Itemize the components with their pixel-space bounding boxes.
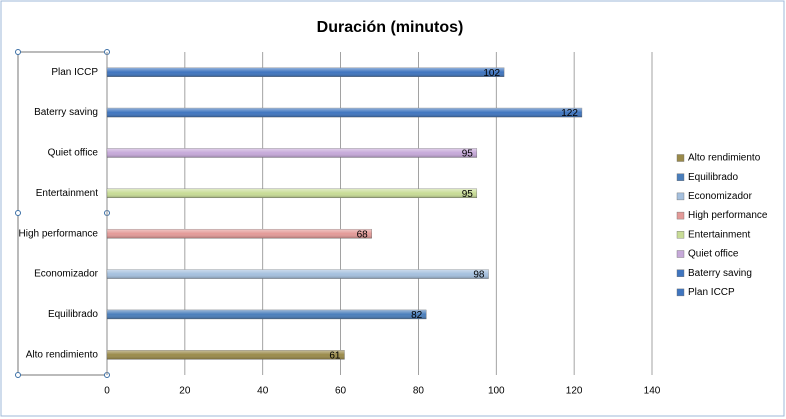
x-tick-label: 100 xyxy=(488,386,505,397)
x-tick-label: 140 xyxy=(644,386,661,397)
legend-swatch xyxy=(676,173,685,181)
legend-label: Baterry saving xyxy=(688,268,752,279)
bar-shine xyxy=(107,309,427,319)
y-tick-label: High performance xyxy=(19,228,99,239)
bar-shine xyxy=(107,148,477,158)
legend-label: Quiet office xyxy=(688,249,739,260)
y-tick-label: Quiet office xyxy=(48,148,99,159)
x-tick-label: 120 xyxy=(566,386,583,397)
value-label: 98 xyxy=(473,270,485,281)
y-tick-label: Economizador xyxy=(34,269,99,280)
legend-label: High performance xyxy=(688,210,768,221)
value-label: 61 xyxy=(329,350,341,361)
legend-label: Entertainment xyxy=(688,229,750,240)
legend-swatch xyxy=(676,288,685,297)
y-tick-label: Plan ICCP xyxy=(51,67,98,78)
legend-swatch xyxy=(676,192,685,201)
bar-shine xyxy=(107,229,372,239)
legend-label: Equilibrado xyxy=(688,172,738,183)
x-tick-label: 20 xyxy=(179,386,191,397)
value-label: 95 xyxy=(462,149,474,160)
legend-swatch xyxy=(676,211,685,220)
y-tick-label: Alto rendimiento xyxy=(26,349,99,360)
legend-label: Plan ICCP xyxy=(688,287,735,298)
legend-label: Alto rendimiento xyxy=(688,153,761,164)
chart-title: Duración (minutos) xyxy=(317,19,464,36)
legend-swatch xyxy=(676,231,685,239)
bar-shine xyxy=(107,269,489,279)
value-label: 102 xyxy=(483,68,500,79)
bar-shine xyxy=(107,188,477,198)
legend-swatch xyxy=(676,269,685,277)
value-label: 82 xyxy=(411,310,423,321)
x-tick-label: 0 xyxy=(104,386,110,397)
x-tick-label: 80 xyxy=(413,386,425,397)
value-label: 95 xyxy=(462,189,474,200)
value-label: 122 xyxy=(561,108,578,119)
value-label: 68 xyxy=(357,229,369,240)
bar-shine xyxy=(107,350,345,360)
y-tick-label: Entertainment xyxy=(36,188,98,199)
legend-label: Economizador xyxy=(688,191,753,202)
x-tick-label: 60 xyxy=(335,386,347,397)
x-tick-label: 40 xyxy=(257,386,269,397)
legend-swatch xyxy=(676,250,685,258)
bar-shine xyxy=(107,67,505,77)
legend-swatch xyxy=(676,154,685,162)
y-tick-label: Equilibrado xyxy=(48,309,98,320)
selection-handles xyxy=(15,49,110,378)
bar-shine xyxy=(107,108,582,118)
y-tick-label: Baterry saving xyxy=(34,107,98,118)
